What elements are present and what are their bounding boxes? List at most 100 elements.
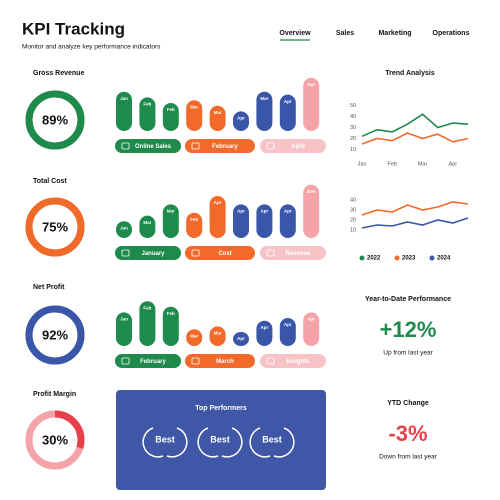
y-tick-label: 40 bbox=[350, 197, 356, 203]
button-label: Revenue bbox=[285, 251, 311, 257]
button[interactable] bbox=[115, 354, 181, 368]
bar-label: Jan bbox=[120, 317, 128, 322]
x-tick-label: Feb bbox=[388, 161, 397, 167]
bar bbox=[256, 91, 273, 131]
kpi-title: Profit Margin bbox=[33, 391, 76, 398]
bar-label: Apr bbox=[284, 99, 292, 104]
ytd-value: +12% bbox=[380, 317, 437, 342]
bar bbox=[139, 97, 156, 131]
button-label: January bbox=[141, 251, 165, 257]
legend-swatch bbox=[394, 255, 400, 261]
button-label: February bbox=[212, 144, 238, 150]
donut-arc bbox=[25, 197, 85, 257]
nav-tab[interactable]: Overview bbox=[279, 30, 311, 37]
bar-label: Apr bbox=[237, 116, 245, 121]
bar-label: Mar bbox=[214, 110, 222, 115]
button[interactable] bbox=[260, 139, 326, 153]
laurels bbox=[142, 427, 295, 458]
donut-label: 89% bbox=[42, 112, 68, 127]
legend-label: 2022 bbox=[367, 256, 381, 262]
bar bbox=[116, 221, 132, 238]
bar-label: Apr bbox=[237, 209, 245, 214]
y-tick-label: 50 bbox=[350, 103, 356, 109]
button-icon bbox=[191, 249, 200, 257]
bar-label: Mar bbox=[214, 331, 222, 336]
bar bbox=[279, 204, 296, 238]
button-icon bbox=[121, 249, 130, 257]
bar bbox=[233, 111, 249, 131]
button[interactable] bbox=[115, 246, 181, 260]
top-performers-panel bbox=[116, 390, 326, 490]
nav-tab[interactable]: Sales bbox=[336, 30, 354, 37]
bar-label: Apr bbox=[307, 317, 315, 322]
line bbox=[361, 201, 469, 216]
bar-label: Mar bbox=[167, 209, 175, 214]
line bbox=[361, 113, 469, 138]
legend-label: 2024 bbox=[437, 256, 451, 262]
button-icon bbox=[266, 357, 275, 365]
button-label: Insights bbox=[286, 359, 310, 365]
bar bbox=[209, 326, 226, 346]
bar-label: Apr bbox=[307, 82, 315, 87]
page-title: KPI Tracking bbox=[22, 19, 125, 38]
y-tick-label: 20 bbox=[350, 136, 356, 142]
button[interactable] bbox=[185, 246, 255, 260]
button[interactable] bbox=[260, 354, 326, 368]
line bbox=[361, 132, 469, 145]
ytd-change-note: Down from last year bbox=[379, 454, 438, 461]
bar bbox=[209, 105, 226, 131]
panel-title: Top Performers bbox=[195, 405, 247, 412]
button[interactable] bbox=[185, 354, 255, 368]
bar-label: Apr bbox=[284, 322, 292, 327]
y-tick-label: 30 bbox=[350, 125, 356, 131]
button-label: April bbox=[291, 144, 305, 150]
button[interactable] bbox=[185, 139, 255, 153]
donut-label: 92% bbox=[42, 327, 68, 342]
bar-label: Feb bbox=[143, 305, 151, 310]
bar bbox=[162, 204, 179, 238]
bar bbox=[186, 212, 203, 238]
bar-label: Feb bbox=[190, 217, 198, 222]
bar bbox=[186, 100, 203, 131]
ytd-title: Year-to-Date Performance bbox=[365, 296, 451, 303]
y-tick-label: 40 bbox=[350, 114, 356, 120]
bar bbox=[139, 215, 156, 238]
chart-title: Trend Analysis bbox=[385, 70, 435, 77]
button-icon bbox=[266, 142, 275, 150]
bar bbox=[116, 91, 132, 131]
bar-label: Feb bbox=[167, 107, 175, 112]
bar-label: Mar bbox=[143, 220, 151, 225]
bar-label: Jan bbox=[120, 225, 128, 230]
bar bbox=[303, 312, 320, 346]
button[interactable] bbox=[260, 246, 326, 260]
bar bbox=[279, 94, 296, 131]
nav-tab[interactable]: Marketing bbox=[378, 30, 411, 37]
button-label: Online Sales bbox=[135, 144, 172, 150]
button-icon bbox=[266, 249, 275, 257]
button[interactable] bbox=[115, 139, 181, 153]
kpi-title: Total Cost bbox=[33, 178, 67, 185]
bar bbox=[162, 103, 179, 131]
donut-label: 75% bbox=[42, 219, 68, 234]
bar-label: Apr bbox=[261, 209, 269, 214]
donut-arc bbox=[25, 90, 85, 150]
kpi-title: Net Profit bbox=[33, 284, 65, 291]
bar bbox=[209, 196, 226, 238]
bar bbox=[279, 318, 296, 346]
kpi-title: Gross Revenue bbox=[33, 70, 84, 77]
nav-tab[interactable]: Operations bbox=[433, 30, 470, 37]
badge: Best bbox=[155, 434, 175, 444]
bar bbox=[303, 184, 320, 238]
button-icon bbox=[121, 142, 130, 150]
bar bbox=[256, 320, 273, 346]
y-tick-label: 20 bbox=[350, 217, 356, 223]
donut-label: 30% bbox=[42, 432, 68, 447]
button-icon bbox=[191, 142, 200, 150]
button-label: March bbox=[216, 359, 234, 365]
bar bbox=[139, 301, 156, 346]
bar bbox=[233, 332, 249, 346]
legend-swatch bbox=[429, 255, 435, 261]
bar bbox=[256, 204, 273, 238]
bar-label: Mar bbox=[190, 104, 198, 109]
bar bbox=[162, 306, 179, 346]
